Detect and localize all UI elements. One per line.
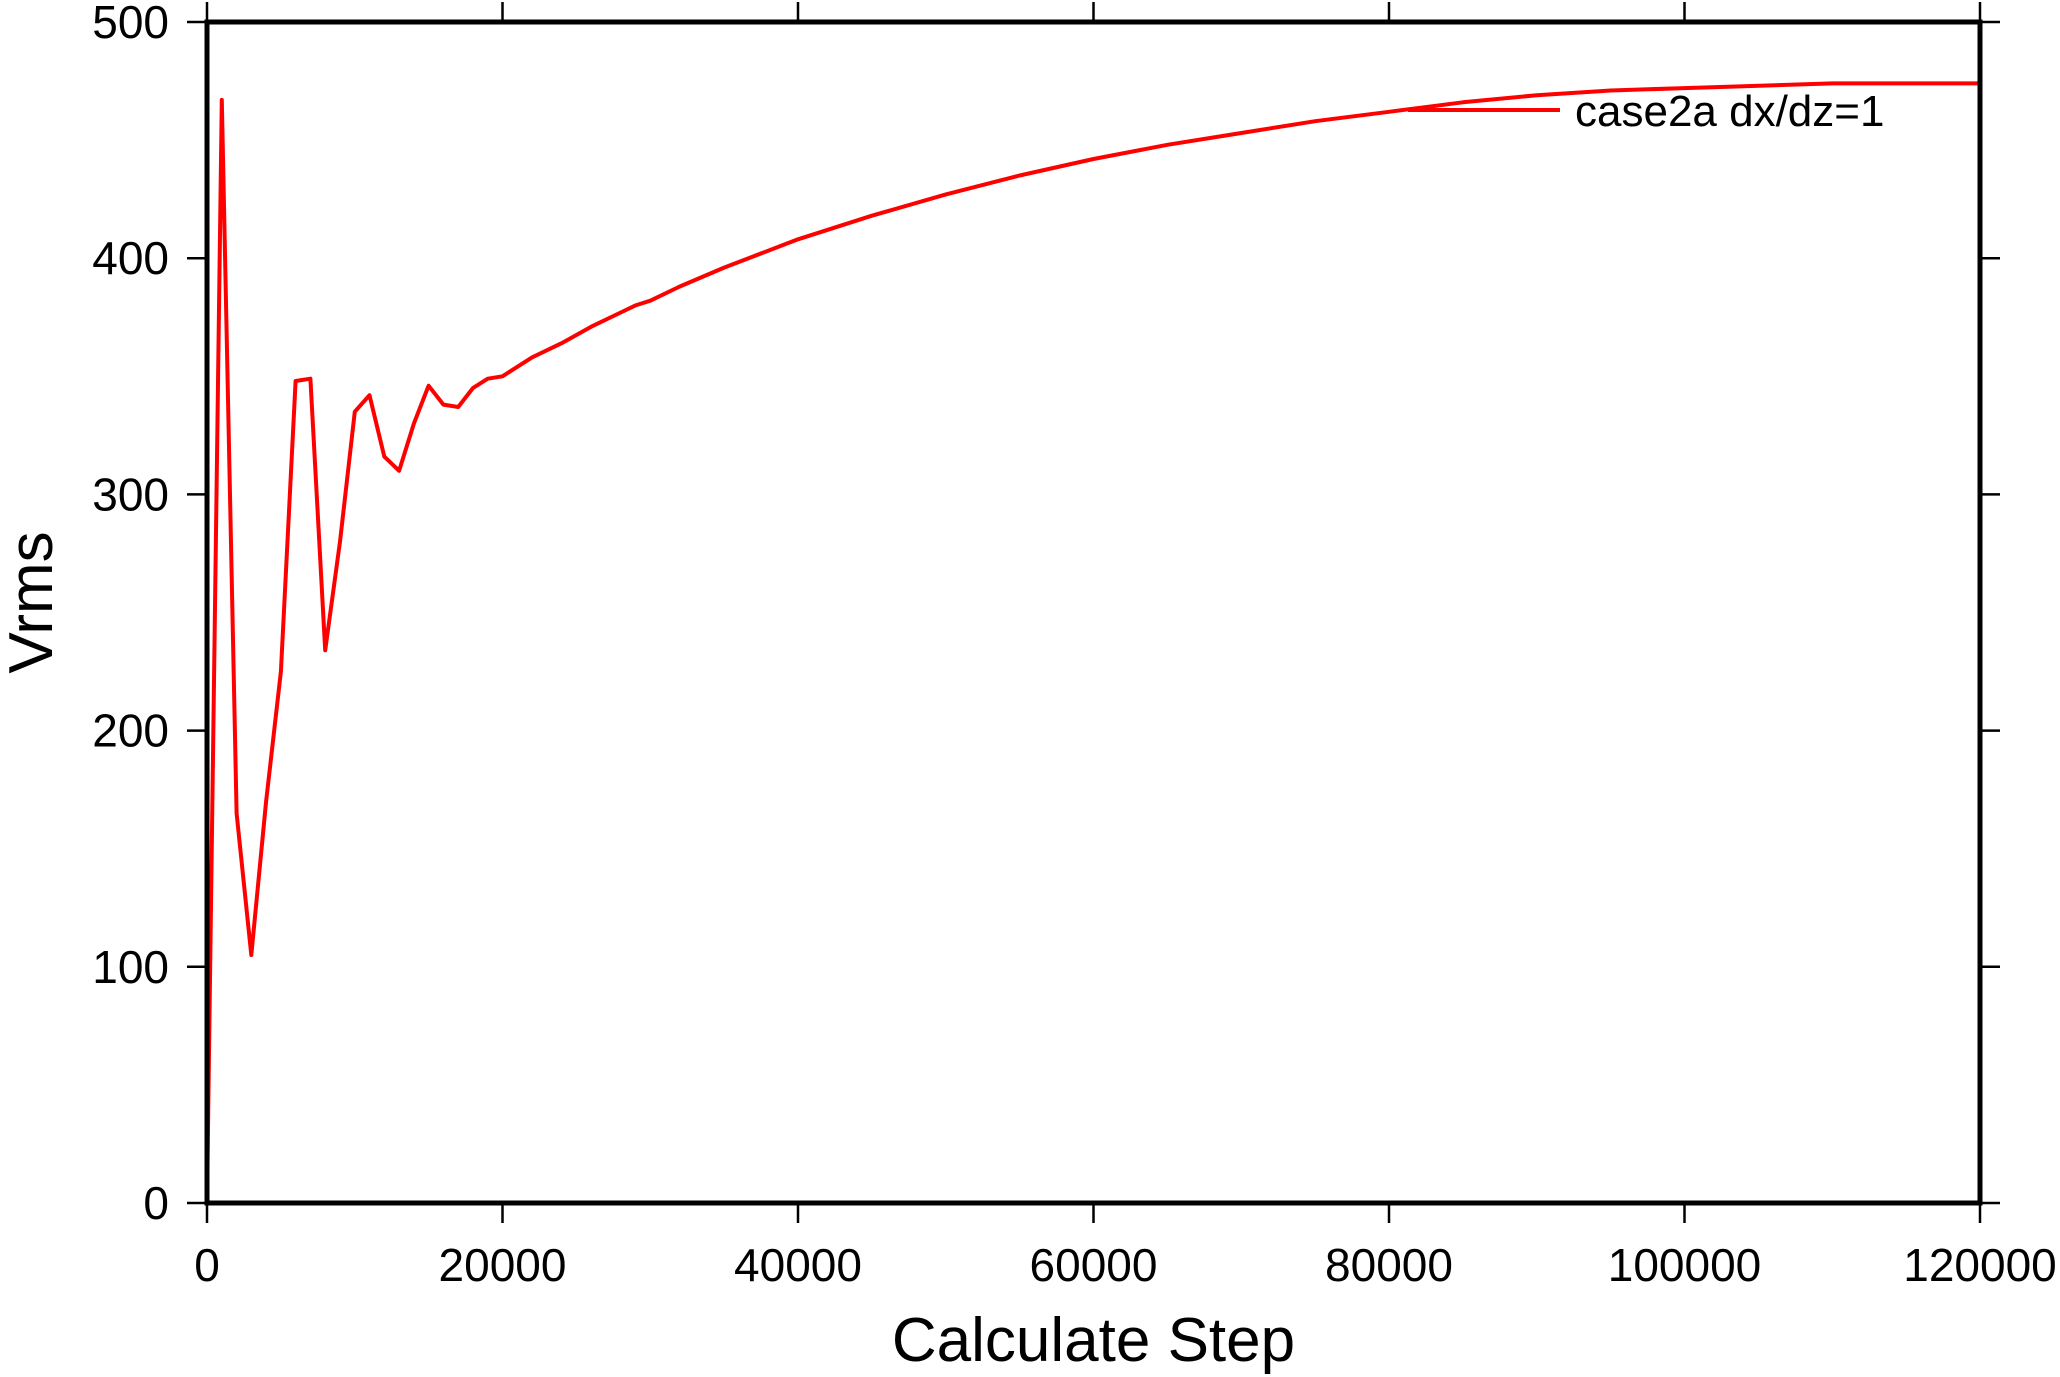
legend-label: case2a dx/dz=1 [1575,87,1884,136]
tick-labels: 0 20000 40000 60000 80000 100000 120000 0 100 200… [92,0,2057,1291]
x-axis-title: Calculate Step [892,1306,1295,1375]
x-tick-label: 100000 [1608,1239,1762,1291]
x-tick-label: 120000 [1903,1239,2057,1291]
x-tick-label: 60000 [1030,1239,1158,1291]
x-tick-label: 0 [194,1239,220,1291]
axis-ticks [187,2,2000,1223]
x-tick-label: 20000 [439,1239,567,1291]
y-axis-title: Vrms [0,531,66,673]
y-tick-label: 500 [92,0,169,48]
y-tick-label: 0 [143,1177,169,1229]
x-tick-label: 80000 [1325,1239,1453,1291]
y-tick-label: 200 [92,705,169,757]
y-tick-label: 100 [92,941,169,993]
y-tick-label: 400 [92,232,169,284]
x-tick-label: 40000 [734,1239,862,1291]
series-line [205,81,1980,1204]
y-tick-label: 300 [92,468,169,520]
plot-frame [204,19,1983,1206]
series-layer [205,81,1980,1204]
legend: case2a dx/dz=1 [1408,87,1884,136]
